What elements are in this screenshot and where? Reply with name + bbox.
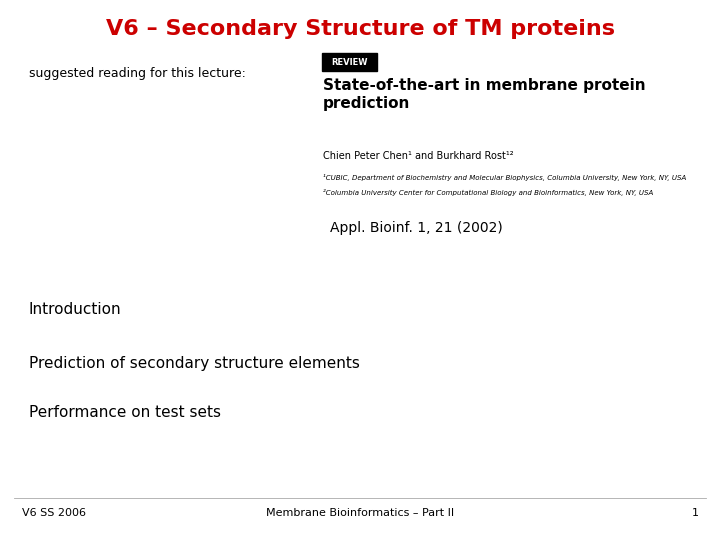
Text: ²Columbia University Center for Computational Biology and Bioinformatics, New Yo: ²Columbia University Center for Computat… — [323, 189, 653, 196]
Text: V6 – Secondary Structure of TM proteins: V6 – Secondary Structure of TM proteins — [106, 19, 614, 39]
Text: State-of-the-art in membrane protein
prediction: State-of-the-art in membrane protein pre… — [323, 78, 645, 111]
FancyBboxPatch shape — [322, 53, 377, 71]
Text: 1: 1 — [691, 508, 698, 518]
Text: Appl. Bioinf. 1, 21 (2002): Appl. Bioinf. 1, 21 (2002) — [330, 221, 503, 235]
Text: Membrane Bioinformatics – Part II: Membrane Bioinformatics – Part II — [266, 508, 454, 518]
Text: suggested reading for this lecture:: suggested reading for this lecture: — [29, 68, 246, 80]
Text: Introduction: Introduction — [29, 302, 122, 318]
Text: Performance on test sets: Performance on test sets — [29, 405, 221, 420]
Text: ¹CUBIC, Department of Biochemistry and Molecular Biophysics, Columbia University: ¹CUBIC, Department of Biochemistry and M… — [323, 174, 686, 181]
Text: Chien Peter Chen¹ and Burkhard Rost¹²: Chien Peter Chen¹ and Burkhard Rost¹² — [323, 151, 513, 161]
Text: V6 SS 2006: V6 SS 2006 — [22, 508, 86, 518]
Text: REVIEW: REVIEW — [331, 58, 368, 66]
Text: Prediction of secondary structure elements: Prediction of secondary structure elemen… — [29, 356, 360, 372]
